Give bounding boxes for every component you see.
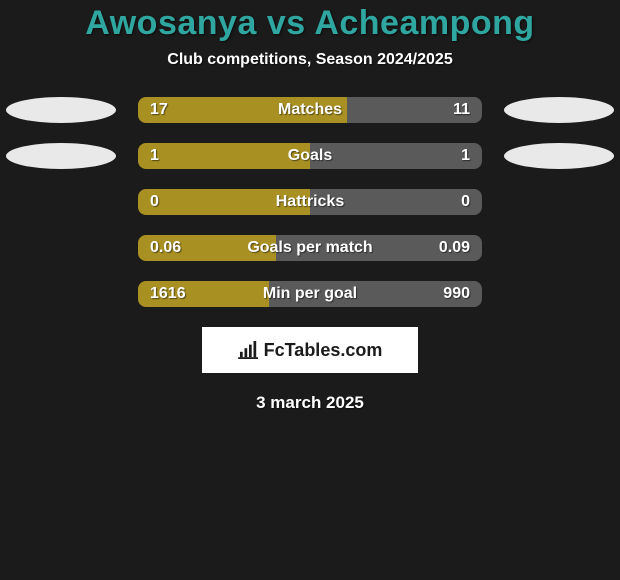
stat-bar-left [138, 97, 347, 123]
stat-row: Matches1711 [0, 97, 620, 123]
title-right-name: Acheampong [314, 4, 534, 42]
stat-value-right: 990 [443, 281, 470, 307]
stat-row: Min per goal1616990 [0, 281, 620, 307]
player-photo-right [504, 143, 614, 169]
bar-chart-icon [238, 341, 260, 359]
stat-bar-right [310, 143, 482, 169]
content: Awosanya vs Acheampong Club competitions… [0, 0, 620, 413]
player-photo-left [6, 143, 116, 169]
logo-text: FcTables.com [264, 340, 383, 361]
page-title: Awosanya vs Acheampong [0, 4, 620, 43]
stat-row: Goals per match0.060.09 [0, 235, 620, 261]
stat-bar-left [138, 143, 310, 169]
logo-box: FcTables.com [202, 327, 418, 373]
player-photo-right [504, 97, 614, 123]
stat-row: Goals11 [0, 143, 620, 169]
player-photo-left [6, 97, 116, 123]
stat-value-right: 0 [461, 189, 470, 215]
stat-value-right: 0.09 [439, 235, 470, 261]
stat-bar [138, 97, 482, 123]
stat-bar [138, 143, 482, 169]
title-vs: vs [267, 4, 306, 42]
stat-value-left: 0 [150, 189, 159, 215]
stat-bar [138, 235, 482, 261]
title-left-name: Awosanya [85, 4, 257, 42]
stat-bar-right [310, 189, 482, 215]
stat-value-left: 17 [150, 97, 168, 123]
stat-value-right: 11 [453, 97, 470, 123]
stat-bar [138, 189, 482, 215]
stat-row: Hattricks00 [0, 189, 620, 215]
stat-value-left: 1616 [150, 281, 186, 307]
stat-value-left: 1 [150, 143, 159, 169]
stat-bar-left [138, 189, 310, 215]
stat-bar [138, 281, 482, 307]
stat-rows: Matches1711Goals11Hattricks00Goals per m… [0, 97, 620, 307]
date-text: 3 march 2025 [0, 393, 620, 413]
stat-value-left: 0.06 [150, 235, 181, 261]
stat-value-right: 1 [461, 143, 470, 169]
subtitle: Club competitions, Season 2024/2025 [0, 51, 620, 69]
